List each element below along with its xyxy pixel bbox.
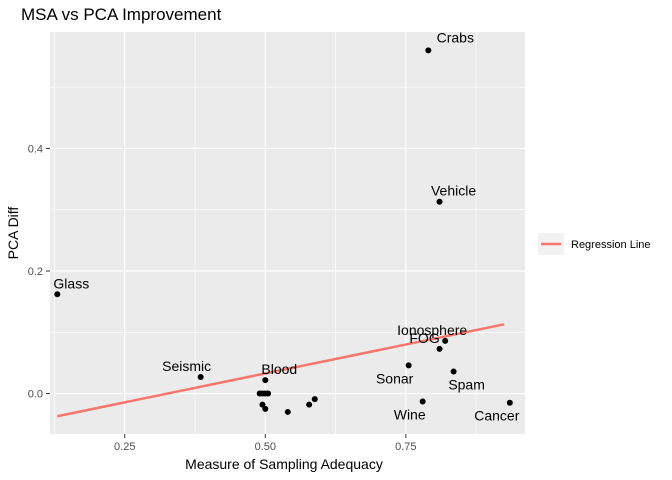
point-label: Wine <box>394 407 426 423</box>
point-label: Spam <box>448 376 485 392</box>
regression-line-group <box>57 323 505 418</box>
data-point <box>436 198 443 205</box>
data-points <box>54 47 513 415</box>
data-point <box>506 399 513 406</box>
legend: Regression Line <box>538 233 651 255</box>
data-point <box>284 408 291 415</box>
regression-line <box>57 323 505 418</box>
data-point <box>262 405 269 412</box>
y-axis-ticks: 0.0 0.2 0.4 <box>28 143 50 401</box>
x-tick-label: 0.75 <box>395 441 416 453</box>
y-tick-label: 0.2 <box>28 266 43 278</box>
point-label: Blood <box>261 361 297 377</box>
point-label: Vehicle <box>431 183 476 199</box>
data-point <box>197 374 204 381</box>
legend-label-regression-line: Regression Line <box>571 239 651 251</box>
data-point <box>306 401 313 408</box>
point-label: Cancer <box>474 408 519 424</box>
point-label: Seismic <box>162 358 211 374</box>
x-axis-ticks: 0.25 0.50 0.75 <box>114 434 417 453</box>
point-label: Crabs <box>437 29 474 45</box>
point-label: Glass <box>53 275 89 291</box>
y-tick-label: 0.0 <box>28 389 43 401</box>
data-point <box>311 396 318 403</box>
chart-title: MSA vs PCA Improvement <box>21 5 222 24</box>
point-label: Sonar <box>376 370 414 386</box>
data-point <box>54 291 61 298</box>
x-axis-title: Measure of Sampling Adequacy <box>185 456 383 472</box>
gridlines <box>50 32 525 434</box>
data-point <box>265 390 272 397</box>
data-point <box>419 398 426 405</box>
data-point <box>450 368 457 375</box>
data-point <box>436 345 443 352</box>
data-point <box>405 362 412 369</box>
data-point <box>425 47 432 54</box>
y-axis-title: PCA Diff <box>5 207 21 260</box>
y-tick-label: 0.4 <box>28 143 43 155</box>
point-label: FOG <box>409 330 439 346</box>
point-label: Ionosphere <box>397 322 467 338</box>
x-tick-label: 0.25 <box>114 441 135 453</box>
x-tick-label: 0.50 <box>255 441 276 453</box>
plot-panel <box>50 32 525 434</box>
data-point <box>442 337 449 344</box>
data-point <box>262 377 269 384</box>
data-point <box>259 401 266 408</box>
